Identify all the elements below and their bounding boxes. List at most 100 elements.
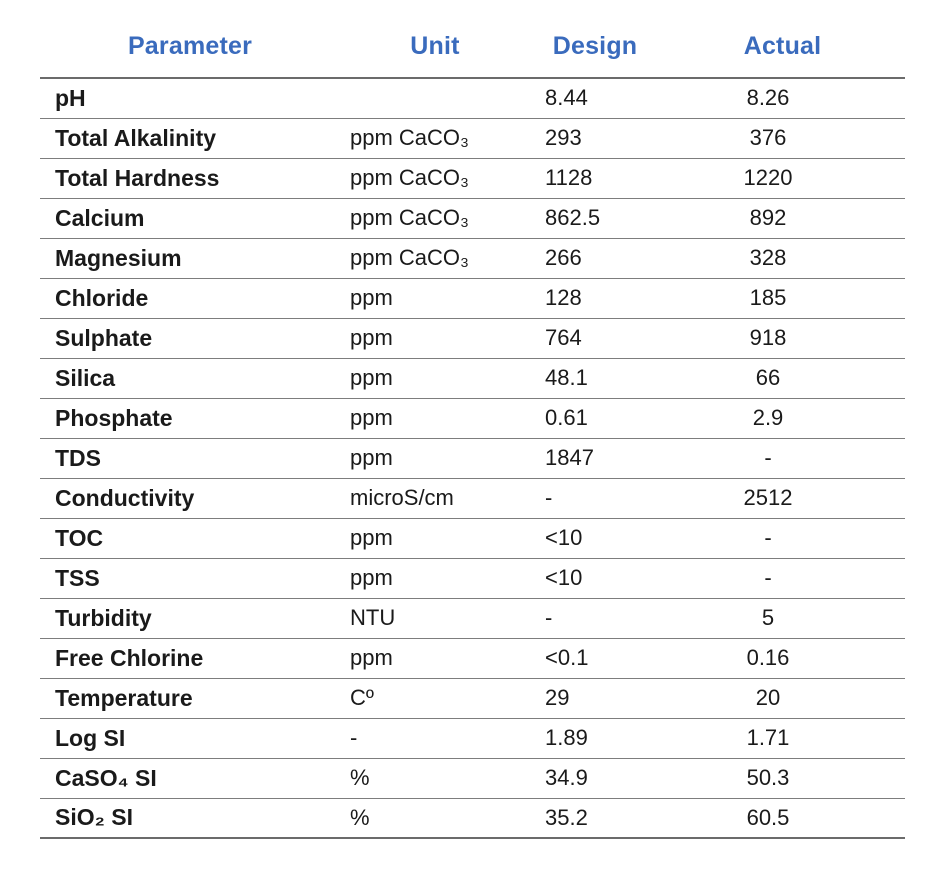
cell-unit: % <box>340 758 530 799</box>
cell-unit: ppm <box>340 438 530 479</box>
cell-parameter: Silica <box>40 358 340 399</box>
cell-parameter: Turbidity <box>40 598 340 639</box>
cell-unit: ppm <box>340 558 530 599</box>
cell-unit: ppm <box>340 638 530 679</box>
cell-parameter: TDS <box>40 438 340 479</box>
cell-parameter: Calcium <box>40 198 340 239</box>
cell-actual: 1.71 <box>660 718 905 759</box>
table-row: Temperature Cº 29 20 <box>40 678 905 719</box>
table-row: CaSO₄ SI % 34.9 50.3 <box>40 758 905 799</box>
column-header-unit: Unit <box>340 20 530 79</box>
cell-actual: 2.9 <box>660 398 905 439</box>
cell-unit: ppm CaCO₃ <box>340 198 530 239</box>
cell-unit: ppm <box>340 398 530 439</box>
cell-design: 34.9 <box>530 758 660 799</box>
table-row: Calcium ppm CaCO₃ 862.5 892 <box>40 198 905 239</box>
cell-design: 1847 <box>530 438 660 479</box>
cell-actual: 5 <box>660 598 905 639</box>
table-row: Total Hardness ppm CaCO₃ 1128 1220 <box>40 158 905 199</box>
cell-unit: NTU <box>340 598 530 639</box>
cell-parameter: CaSO₄ SI <box>40 758 340 799</box>
cell-actual: 66 <box>660 358 905 399</box>
cell-design: 29 <box>530 678 660 719</box>
cell-design: 48.1 <box>530 358 660 399</box>
cell-actual: 1220 <box>660 158 905 199</box>
cell-actual: 918 <box>660 318 905 359</box>
table-row: Total Alkalinity ppm CaCO₃ 293 376 <box>40 118 905 159</box>
table-row: pH 8.44 8.26 <box>40 78 905 119</box>
cell-actual: 0.16 <box>660 638 905 679</box>
cell-parameter: Total Hardness <box>40 158 340 199</box>
cell-design: <0.1 <box>530 638 660 679</box>
cell-unit <box>340 78 530 119</box>
cell-design: - <box>530 478 660 519</box>
column-header-parameter: Parameter <box>40 20 340 79</box>
cell-design: 862.5 <box>530 198 660 239</box>
cell-actual: - <box>660 438 905 479</box>
cell-unit: microS/cm <box>340 478 530 519</box>
cell-design: 1.89 <box>530 718 660 759</box>
cell-parameter: Log SI <box>40 718 340 759</box>
column-header-actual: Actual <box>660 20 905 79</box>
table-row: Turbidity NTU - 5 <box>40 598 905 639</box>
cell-unit: ppm <box>340 358 530 399</box>
cell-parameter: TOC <box>40 518 340 559</box>
cell-unit: ppm <box>340 518 530 559</box>
cell-design: 266 <box>530 238 660 279</box>
table-row: Magnesium ppm CaCO₃ 266 328 <box>40 238 905 279</box>
cell-design: <10 <box>530 518 660 559</box>
cell-design: 8.44 <box>530 78 660 119</box>
cell-parameter: Temperature <box>40 678 340 719</box>
cell-unit: ppm <box>340 318 530 359</box>
cell-parameter: Magnesium <box>40 238 340 279</box>
cell-design: 0.61 <box>530 398 660 439</box>
cell-actual: 328 <box>660 238 905 279</box>
table-row: TDS ppm 1847 - <box>40 438 905 479</box>
table-row: Free Chlorine ppm <0.1 0.16 <box>40 638 905 679</box>
cell-unit: ppm CaCO₃ <box>340 118 530 159</box>
cell-parameter: Conductivity <box>40 478 340 519</box>
cell-parameter: Total Alkalinity <box>40 118 340 159</box>
cell-unit: ppm CaCO₃ <box>340 158 530 199</box>
table-row: Log SI - 1.89 1.71 <box>40 718 905 759</box>
cell-parameter: Sulphate <box>40 318 340 359</box>
cell-actual: 2512 <box>660 478 905 519</box>
cell-design: 1128 <box>530 158 660 199</box>
table-body: pH 8.44 8.26 Total Alkalinity ppm CaCO₃ … <box>40 78 905 839</box>
cell-actual: 60.5 <box>660 798 905 839</box>
cell-design: 293 <box>530 118 660 159</box>
cell-parameter: pH <box>40 78 340 119</box>
table-row: TSS ppm <10 - <box>40 558 905 599</box>
column-header-design: Design <box>530 20 660 79</box>
cell-actual: 8.26 <box>660 78 905 119</box>
water-parameters-table: Parameter Unit Design Actual pH 8.44 8.2… <box>40 20 905 839</box>
cell-actual: 50.3 <box>660 758 905 799</box>
cell-actual: 892 <box>660 198 905 239</box>
cell-design: 35.2 <box>530 798 660 839</box>
cell-actual: 20 <box>660 678 905 719</box>
cell-parameter: SiO₂ SI <box>40 798 340 839</box>
table-row: SiO₂ SI % 35.2 60.5 <box>40 798 905 839</box>
cell-design: - <box>530 598 660 639</box>
table-row: TOC ppm <10 - <box>40 518 905 559</box>
cell-parameter: Phosphate <box>40 398 340 439</box>
cell-unit: ppm CaCO₃ <box>340 238 530 279</box>
table-row: Chloride ppm 128 185 <box>40 278 905 319</box>
table-row: Phosphate ppm 0.61 2.9 <box>40 398 905 439</box>
table-row: Sulphate ppm 764 918 <box>40 318 905 359</box>
cell-design: 128 <box>530 278 660 319</box>
cell-design: <10 <box>530 558 660 599</box>
cell-unit: Cº <box>340 678 530 719</box>
cell-design: 764 <box>530 318 660 359</box>
cell-unit: % <box>340 798 530 839</box>
cell-actual: - <box>660 558 905 599</box>
cell-actual: 185 <box>660 278 905 319</box>
cell-parameter: Chloride <box>40 278 340 319</box>
cell-parameter: Free Chlorine <box>40 638 340 679</box>
cell-actual: 376 <box>660 118 905 159</box>
cell-unit: ppm <box>340 278 530 319</box>
cell-actual: - <box>660 518 905 559</box>
table-header-row: Parameter Unit Design Actual <box>40 20 905 79</box>
cell-parameter: TSS <box>40 558 340 599</box>
